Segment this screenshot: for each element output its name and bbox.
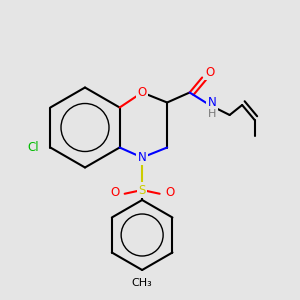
Text: N: N [138,151,146,164]
Text: H: H [208,109,216,119]
Text: O: O [205,66,214,79]
Text: CH₃: CH₃ [132,278,152,287]
Text: N: N [208,96,217,109]
Text: O: O [137,86,147,99]
Text: Cl: Cl [27,141,39,154]
Text: O: O [165,186,174,199]
Text: S: S [139,184,146,196]
Text: O: O [110,186,119,199]
